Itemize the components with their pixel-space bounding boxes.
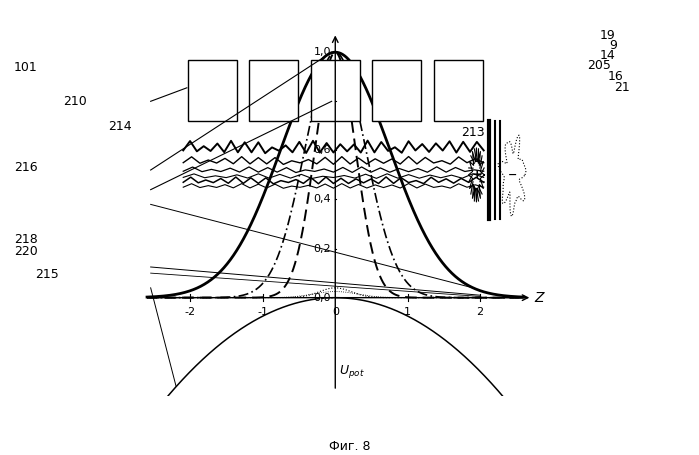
Bar (433, 60, 483, 121)
Text: -1: -1 (257, 308, 268, 318)
Text: Z: Z (534, 291, 544, 305)
Text: 216: 216 (14, 161, 38, 174)
Text: 9: 9 (610, 39, 617, 52)
Text: 21: 21 (614, 81, 630, 94)
Text: 214: 214 (108, 120, 132, 133)
Text: 220: 220 (14, 245, 38, 258)
Text: 0,2: 0,2 (313, 243, 331, 253)
Text: 1: 1 (404, 308, 411, 318)
Text: 0,6: 0,6 (313, 146, 331, 156)
Text: −: − (508, 170, 517, 180)
Text: 101: 101 (14, 61, 38, 74)
Text: 0,0: 0,0 (318, 293, 336, 303)
Text: 19: 19 (600, 29, 616, 42)
Text: $U_{pot}$: $U_{pot}$ (339, 363, 365, 380)
Text: 0,4: 0,4 (313, 194, 331, 204)
Text: 0,0: 0,0 (313, 293, 331, 303)
Text: 16: 16 (608, 70, 624, 83)
Text: 218: 218 (14, 233, 38, 247)
Text: 213: 213 (461, 126, 485, 140)
Text: 14: 14 (600, 49, 616, 62)
Bar (187, 60, 237, 121)
Text: 0: 0 (332, 308, 339, 318)
Text: -2: -2 (185, 308, 196, 318)
Text: 215: 215 (35, 268, 59, 281)
Text: 210: 210 (63, 95, 87, 108)
Bar (372, 60, 421, 121)
Text: Фиг. 8: Фиг. 8 (329, 440, 370, 454)
Text: +: + (471, 168, 482, 182)
Text: 0,8: 0,8 (313, 96, 331, 106)
Text: 205: 205 (587, 59, 611, 72)
Bar (310, 60, 360, 121)
Bar (249, 60, 298, 121)
Text: 1,0: 1,0 (313, 47, 331, 57)
Text: 2: 2 (477, 308, 484, 318)
